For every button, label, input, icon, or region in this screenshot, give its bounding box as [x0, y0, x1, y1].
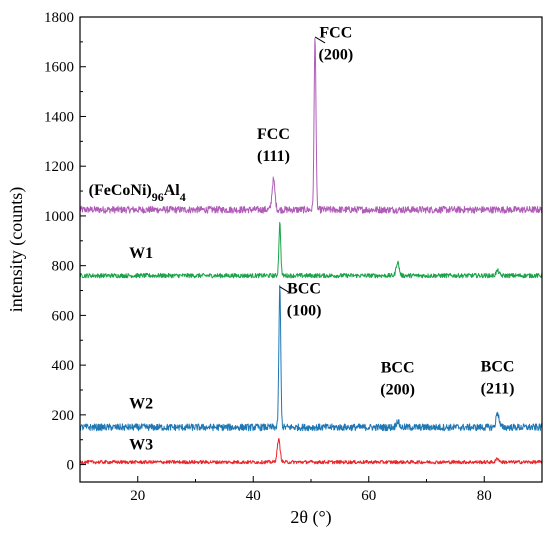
series-label: W3 [129, 437, 153, 454]
annotation-leader [279, 286, 291, 294]
y-tick-label: 600 [52, 308, 75, 324]
y-tick-label: 1200 [44, 159, 74, 175]
series-line [79, 437, 543, 465]
y-tick-label: 800 [52, 259, 75, 275]
series-label: W1 [129, 245, 153, 262]
y-tick-label: 200 [52, 408, 75, 424]
series-labels: (FeCoNi)96Al4 W1 W2 W3 [89, 182, 186, 454]
peak-annotation: BCC (211) [481, 358, 515, 397]
y-tick-label: 0 [67, 458, 75, 474]
y-tick-label: 1800 [44, 10, 74, 26]
peak-annotation: FCC (200) [319, 24, 354, 63]
y-axis: 0 200 400 600 800 1000 1200 1400 1600 1800 [44, 10, 86, 474]
series-line [79, 284, 543, 432]
series-label: W2 [129, 396, 153, 413]
x-axis: 20 40 60 80 [130, 476, 492, 504]
series-label: (FeCoNi)96Al4 [89, 182, 186, 204]
y-tick-label: 1600 [44, 60, 74, 76]
peak-annotation: FCC (111) [257, 126, 290, 165]
y-axis-title: intensity (counts) [6, 187, 27, 312]
y-tick-label: 1000 [44, 209, 74, 225]
series-line [79, 37, 543, 214]
annotation-leader [314, 36, 326, 44]
series-line [79, 222, 543, 279]
y-tick-label: 400 [52, 358, 75, 374]
x-axis-title: 2θ (°) [290, 507, 331, 528]
x-tick-label: 80 [477, 488, 492, 504]
peak-annotation: BCC (200) [380, 360, 415, 399]
x-tick-label: 40 [246, 488, 261, 504]
annotations: FCC (111) FCC (200) BCC (100) BCC (200) BCC (211) [257, 24, 514, 398]
plot-area [79, 37, 543, 465]
x-tick-label: 60 [361, 488, 376, 504]
x-tick-label: 20 [130, 488, 145, 504]
peak-annotation: BCC (100) [287, 281, 322, 320]
y-tick-label: 1400 [44, 109, 74, 125]
